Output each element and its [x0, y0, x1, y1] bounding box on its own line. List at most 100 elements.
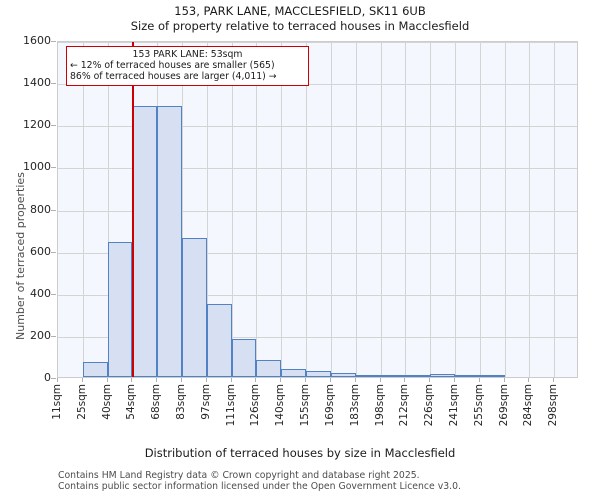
y-tick-label: 200: [30, 328, 51, 342]
gridline-v: [529, 42, 530, 377]
bar: [405, 374, 431, 377]
bar: [306, 370, 331, 377]
gridline-h: [58, 42, 577, 43]
x-tick-label: 226sqm: [423, 384, 436, 427]
gridline-v: [480, 42, 481, 377]
x-tick-mark: [280, 378, 282, 382]
x-tick-label: 40sqm: [100, 384, 113, 420]
x-axis-label: Distribution of terraced houses by size …: [144, 446, 456, 460]
chart-subtitle: Size of property relative to terraced ho…: [130, 19, 470, 33]
x-tick-label: 241sqm: [447, 384, 460, 427]
x-tick-label: 212sqm: [398, 384, 411, 427]
y-tick-mark: [51, 125, 56, 127]
x-tick-label: 255sqm: [472, 384, 485, 427]
gridline-v: [430, 42, 431, 377]
x-tick-label: 284sqm: [522, 384, 535, 427]
x-tick-mark: [131, 378, 133, 382]
y-tick-mark: [51, 335, 56, 337]
x-tick-label: 198sqm: [373, 384, 386, 427]
gridline-v: [331, 42, 332, 377]
bar: [430, 374, 455, 377]
bar: [182, 238, 207, 377]
gridline-h: [58, 252, 577, 254]
gridline-v: [306, 42, 307, 377]
footer-line-1: Contains HM Land Registry data © Crown c…: [58, 470, 420, 481]
bar: [231, 339, 257, 377]
x-tick-label: 111sqm: [224, 384, 237, 427]
footer-line-2: Contains public sector information licen…: [58, 481, 461, 492]
x-tick-mark: [379, 378, 381, 382]
x-tick-label: 140sqm: [274, 384, 287, 427]
gridline-v: [281, 42, 282, 377]
y-tick-mark: [51, 83, 56, 85]
x-tick-label: 25sqm: [75, 384, 88, 420]
x-tick-mark: [230, 378, 232, 382]
x-tick-mark: [106, 378, 108, 382]
property-annotation-box: 153 PARK LANE: 53sqm ← 12% of terraced h…: [66, 46, 309, 86]
x-tick-mark: [404, 378, 406, 382]
x-tick-mark: [478, 378, 480, 382]
y-tick-label: 0: [44, 371, 51, 384]
y-tick-label: 1400: [23, 76, 51, 90]
bar: [281, 368, 307, 377]
y-tick-mark: [51, 251, 56, 253]
gridline-h: [58, 84, 577, 86]
x-tick-label: 83sqm: [175, 384, 188, 420]
property-marker-line: [132, 42, 135, 377]
x-tick-label: 183sqm: [348, 384, 361, 427]
y-tick-mark: [51, 41, 56, 42]
x-tick-label: 298sqm: [547, 384, 560, 427]
x-tick-label: 169sqm: [323, 384, 336, 427]
gridline-v: [256, 42, 257, 377]
chart-title-block: 153, PARK LANE, MACCLESFIELD, SK11 6UB S…: [0, 4, 600, 34]
gridline-v: [182, 42, 183, 377]
x-tick-mark: [354, 378, 356, 382]
page-title: 153, PARK LANE, MACCLESFIELD, SK11 6UB: [174, 4, 426, 18]
bar: [330, 373, 356, 377]
bar: [132, 105, 158, 377]
y-tick-label: 1000: [23, 160, 51, 174]
x-tick-label: 126sqm: [249, 384, 262, 427]
bar: [256, 360, 282, 377]
x-tick-mark: [205, 378, 207, 382]
x-tick-mark: [453, 378, 455, 382]
gridline-v: [455, 42, 456, 377]
gridline-v: [108, 42, 109, 377]
x-tick-mark: [81, 378, 83, 382]
x-tick-mark: [429, 378, 431, 382]
plot-area: [57, 41, 578, 378]
y-tick-mark: [51, 293, 56, 295]
x-tick-mark: [503, 378, 505, 382]
x-tick-label: 11sqm: [51, 384, 63, 420]
bar: [479, 375, 505, 377]
annotation-title: 153 PARK LANE: 53sqm: [132, 49, 243, 60]
gridline-v: [356, 42, 357, 377]
y-tick-label: 600: [30, 244, 51, 258]
x-tick-label: 155sqm: [299, 384, 312, 427]
gridline-v: [505, 42, 506, 377]
x-tick-mark: [528, 378, 530, 382]
x-tick-mark: [255, 378, 257, 382]
gridline-h: [58, 336, 577, 338]
x-tick-label: 269sqm: [497, 384, 510, 427]
x-tick-label: 97sqm: [199, 384, 212, 420]
gridline-h: [58, 126, 577, 128]
gridline-v: [207, 42, 208, 377]
gridline-h: [58, 294, 577, 296]
bar: [355, 375, 381, 377]
x-tick-label: 54sqm: [125, 384, 138, 420]
gridline-v: [405, 42, 406, 377]
y-tick-mark: [51, 378, 56, 379]
annotation-larger: 86% of terraced houses are larger (4,011…: [70, 71, 277, 82]
x-tick-mark: [156, 378, 158, 382]
gridline-v: [232, 42, 233, 377]
bar: [107, 242, 133, 377]
footer-attribution: Contains HM Land Registry data © Crown c…: [58, 470, 461, 492]
annotation-smaller: ← 12% of terraced houses are smaller (56…: [70, 60, 275, 71]
gridline-h: [58, 168, 577, 170]
gridline-v: [554, 42, 555, 377]
x-tick-mark: [553, 378, 555, 382]
y-tick-label: 800: [30, 202, 51, 216]
y-tick-label: 400: [30, 286, 51, 300]
